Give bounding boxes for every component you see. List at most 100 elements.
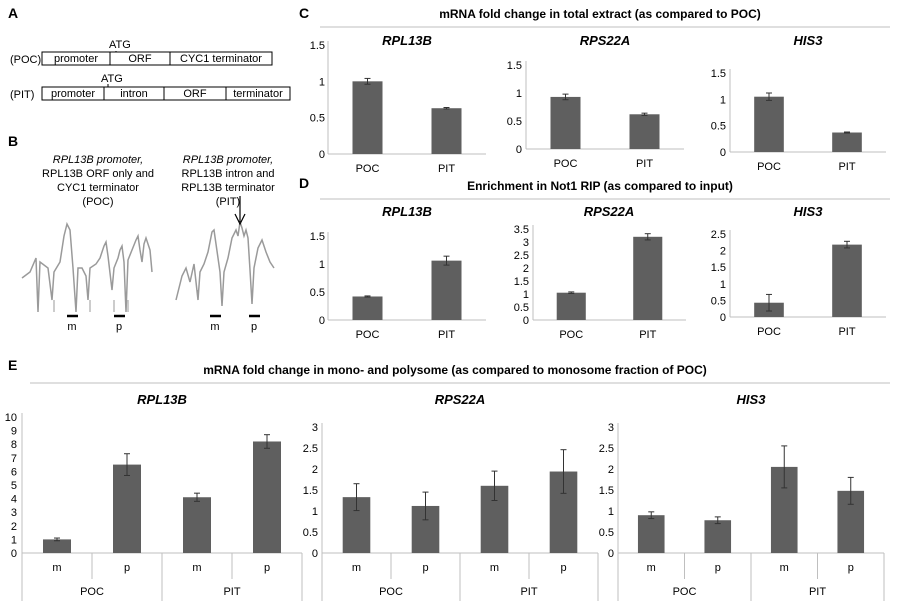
chart-c-his3: HIS3 0 0.5 1 1.5 POC PIT	[711, 33, 886, 173]
group-label: PIT	[809, 586, 826, 598]
bar	[754, 96, 784, 152]
chart-title: HIS3	[737, 392, 767, 407]
pit-p-label: p	[251, 321, 257, 333]
bar	[253, 441, 281, 553]
y-tick-label: 1	[312, 506, 318, 518]
y-tick-label: 3	[608, 422, 614, 434]
x-tick-label: PIT	[838, 326, 855, 338]
poc-seg-terminator: CYC1 terminator	[180, 53, 262, 65]
pit-caption-line2: RPL13B intron and	[182, 168, 275, 180]
bar	[556, 292, 586, 320]
chart-e-rps22a: RPS22A 0 0.5 1 1.5 2 2.5 3 POC PIT m p m p	[303, 392, 599, 601]
panel-e-title: mRNA fold change in mono- and polysome (…	[203, 363, 707, 377]
y-tick-label: 4	[11, 494, 17, 506]
chart-e-his3: HIS3 0 0.5 1 1.5 2 2.5 3 POC PIT m p m p	[599, 392, 885, 601]
y-tick-label: 1	[516, 88, 522, 100]
bar	[431, 108, 462, 154]
x-tick-label: POC	[356, 163, 380, 175]
panel-c-title: mRNA fold change in total extract (as co…	[439, 7, 761, 21]
bar	[637, 515, 665, 553]
y-tick-label: 0	[523, 315, 529, 327]
bar	[183, 497, 211, 553]
poc-profile-ticks	[37, 300, 129, 312]
y-tick-label: 0	[11, 548, 17, 560]
bar	[629, 114, 660, 149]
poc-terminator-box	[169, 51, 273, 66]
chart-title: RPL13B	[382, 33, 432, 48]
bar	[832, 244, 862, 317]
x-tick-label: p	[422, 562, 428, 574]
x-tick-label: p	[264, 562, 270, 574]
x-tick-label: p	[124, 562, 130, 574]
bar	[633, 236, 663, 320]
bar	[352, 81, 383, 154]
y-tick-label: 3.5	[514, 224, 529, 236]
y-tick-label: 1.5	[303, 485, 318, 497]
y-tick-label: 1.5	[310, 40, 325, 52]
panel-d-header: D Enrichment in Not1 RIP (as compared to…	[299, 175, 890, 200]
poc-caption-line1: RPL13B promoter,	[53, 154, 144, 166]
y-tick-label: 8	[11, 439, 17, 451]
x-tick-label: p	[560, 562, 566, 574]
chart-title: HIS3	[794, 204, 824, 219]
y-tick-label: 0	[312, 548, 318, 560]
pit-caption-line3: RPL13B terminator	[181, 182, 275, 194]
y-tick-label: 3	[11, 507, 17, 519]
bar	[550, 96, 581, 149]
y-tick-label: 1	[720, 279, 726, 291]
y-tick-label: 1.5	[514, 276, 529, 288]
y-tick-label: 2.5	[599, 443, 614, 455]
group-label: PIT	[223, 586, 240, 598]
bar	[431, 260, 462, 320]
x-tick-label: PIT	[438, 163, 455, 175]
y-tick-label: 0.5	[310, 113, 325, 125]
poc-caption-line2: RPL13B ORF only and	[42, 168, 154, 180]
panel-a: A ATG (POC) promoter ORF CYC1 terminator…	[8, 5, 291, 101]
chart-c-rpl13b: RPL13B 0 0.5 1 1.5 POC PIT	[310, 33, 486, 175]
bar	[43, 539, 71, 553]
y-tick-label: 0	[608, 548, 614, 560]
chart-e-rpl13b: RPL13B 0 12 34 5 67 89 10 POC PIT m p m p	[5, 392, 303, 601]
chart-title: RPS22A	[584, 204, 635, 219]
y-tick-label: 0.5	[310, 287, 325, 299]
x-tick-label: p	[715, 562, 721, 574]
y-tick-label: 3	[523, 237, 529, 249]
pit-profile-ticks	[197, 290, 253, 306]
x-tick-label: PIT	[838, 161, 855, 173]
chart-title: HIS3	[794, 33, 824, 48]
y-tick-label: 0.5	[303, 527, 318, 539]
pit-caption-line4: (PIT)	[216, 196, 240, 208]
y-tick-label: 0.5	[711, 121, 726, 133]
poc-caption-line4: (POC)	[82, 196, 113, 208]
bar	[832, 132, 862, 152]
pit-seg-intron: intron	[120, 88, 148, 100]
y-tick-label: 9	[11, 426, 17, 438]
pit-terminator-box	[225, 86, 291, 101]
chart-title: RPS22A	[580, 33, 631, 48]
y-tick-label: 0.5	[507, 116, 522, 128]
panel-d-label: D	[299, 175, 309, 191]
y-tick-label: 1	[319, 76, 325, 88]
pit-atg-label: ATG	[101, 73, 123, 85]
pit-seg-orf: ORF	[183, 88, 207, 100]
panel-c-label: C	[299, 5, 309, 21]
chart-c-rps22a: RPS22A 0 0.5 1 1.5 POC PIT	[507, 33, 684, 170]
chart-d-rpl13b: RPL13B 0 0.5 1 1.5 POC PIT	[310, 204, 486, 341]
x-tick-label: p	[848, 562, 854, 574]
bar	[704, 520, 732, 553]
pit-seg-promoter: promoter	[51, 88, 95, 100]
bar	[352, 296, 383, 320]
x-tick-label: POC	[356, 329, 380, 341]
x-tick-label: POC	[554, 158, 578, 170]
y-tick-label: 0	[516, 144, 522, 156]
pit-caption-line1: RPL13B promoter,	[183, 154, 274, 166]
x-tick-label: m	[192, 562, 201, 574]
pit-seg-terminator: terminator	[233, 88, 283, 100]
y-tick-label: 0	[319, 149, 325, 161]
x-tick-label: m	[490, 562, 499, 574]
poc-caption-line3: CYC1 terminator	[57, 182, 139, 194]
y-tick-label: 2	[312, 464, 318, 476]
arrow-head-icon	[234, 213, 246, 226]
y-tick-label: 1	[523, 289, 529, 301]
group-label: POC	[379, 586, 403, 598]
